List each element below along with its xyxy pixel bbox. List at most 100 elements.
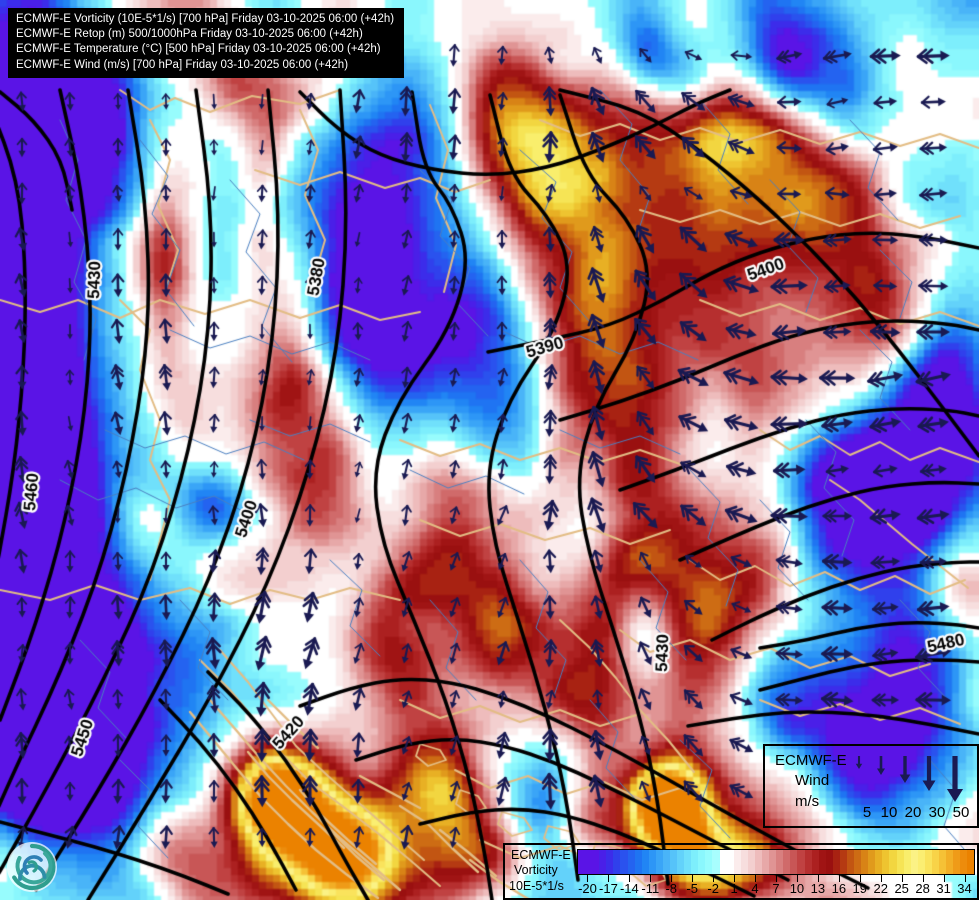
vorticity-swatch (684, 850, 692, 874)
vorticity-swatch (953, 850, 961, 874)
vorticity-swatch (599, 850, 607, 874)
vorticity-tick-label: 13 (810, 881, 826, 896)
vorticity-swatch (946, 850, 954, 874)
wind-legend-arrow-5 (855, 756, 863, 769)
vorticity-swatch (613, 850, 621, 874)
vorticity-tick-label: 19 (852, 881, 868, 896)
vorticity-tick-label: -20 (578, 881, 597, 896)
vorticity-swatch (754, 850, 763, 874)
vorticity-swatch (797, 850, 805, 874)
vorticity-tick (901, 875, 903, 882)
wind-legend-model: ECMWF-E (775, 752, 847, 769)
vorticity-swatch (924, 850, 932, 874)
vorticity-swatch (868, 850, 876, 874)
vorticity-tick-label: 22 (873, 881, 888, 896)
vorticity-tick (671, 875, 673, 882)
vorticity-tick (713, 875, 715, 882)
vorticity-swatch (804, 850, 812, 874)
vorticity-tick (587, 875, 589, 882)
vorticity-tick (650, 875, 652, 882)
vorticity-swatch (783, 850, 791, 874)
vorticity-swatch (740, 850, 748, 874)
vorticity-swatch (670, 850, 678, 874)
vorticity-tick (796, 875, 798, 882)
vorticity-swatch (691, 850, 699, 874)
cyclone-spiral-logo-icon (7, 842, 57, 892)
vorticity-swatch (606, 850, 614, 874)
vorticity-swatch (733, 850, 741, 874)
vorticity-swatch (889, 850, 897, 874)
wind-legend-arrow-50 (946, 756, 964, 802)
vorticity-swatch (832, 850, 840, 874)
vorticity-swatch (875, 850, 883, 874)
vorticity-tick-label: -14 (619, 881, 639, 896)
map-title-block: ECMWF-E Vorticity (10E-5*1/s) [700 hPa] … (8, 8, 405, 78)
vorticity-tick (734, 875, 736, 882)
vorticity-tick (838, 875, 840, 882)
vorticity-swatch (960, 850, 968, 874)
title-line-wind: ECMWF-E Wind (m/s) [700 hPa] Friday 03-1… (16, 58, 349, 71)
vorticity-tick (943, 875, 945, 882)
title-line-temperature: ECMWF-E Temperature (°C) [500 hPa] Frida… (16, 43, 381, 56)
wind-legend-arrows (855, 756, 964, 802)
wind-legend-speed-5: 5 (862, 804, 872, 821)
wind-legend-field: Wind (795, 772, 830, 789)
wind-legend-speed-10: 10 (880, 804, 898, 821)
vorticity-swatch (769, 850, 777, 874)
vorticity-swatch (585, 850, 593, 874)
vorticity-swatch (592, 850, 600, 874)
vorticity-swatch (825, 850, 833, 874)
vorticity-tick-label: -5 (686, 881, 698, 896)
vorticity-swatch (818, 850, 826, 874)
vorticity-tick (692, 875, 694, 882)
wind-legend-units: m/s (795, 793, 820, 810)
vorticity-legend-field: Vorticity (514, 863, 558, 877)
vorticity-swatch (719, 850, 727, 874)
vorticity-swatch (846, 850, 855, 874)
title-line-retop: ECMWF-E Retop (m) 500/1000hPa Friday 03-… (16, 28, 363, 41)
vorticity-swatch (578, 850, 586, 874)
vorticity-colorbar (577, 849, 975, 875)
vorticity-tick-label: 31 (936, 881, 951, 896)
vorticity-swatch (811, 850, 819, 874)
vorticity-tick-label: 16 (831, 881, 847, 896)
vorticity-tick-label: 4 (751, 881, 759, 896)
vorticity-tick (922, 875, 924, 882)
vorticity-tick (629, 875, 631, 882)
vorticity-swatch (896, 850, 904, 874)
vorticity-swatch (967, 850, 975, 874)
vorticity-swatch (861, 850, 869, 874)
vorticity-swatch (747, 850, 755, 874)
vorticity-swatch (634, 850, 642, 874)
vorticity-swatch (712, 850, 720, 874)
vorticity-tick-label: -11 (641, 881, 660, 896)
vorticity-swatch (698, 850, 706, 874)
vorticity-tick-label: 7 (772, 881, 780, 896)
vorticity-swatch (705, 850, 713, 874)
vorticity-swatch (762, 850, 770, 874)
vorticity-swatch (648, 850, 656, 874)
wind-legend-speed-labels: 5 10 20 30 50 (857, 804, 973, 821)
vorticity-tick-label: 10 (789, 881, 805, 896)
vorticity-swatch (917, 850, 925, 874)
vorticity-tick-label: -8 (665, 881, 678, 896)
vorticity-swatch (790, 850, 798, 874)
vorticity-legend-units: 10E-5*1/s (509, 879, 564, 893)
vorticity-swatch (662, 850, 671, 874)
vorticity-tick-label: 34 (957, 881, 972, 896)
vorticity-tick (755, 875, 757, 882)
vorticity-legend-box: ECMWF-E Vorticity 10E-5*1/s -20 -17 -14 -11… (503, 843, 979, 900)
vorticity-swatch (655, 850, 663, 874)
vorticity-swatch (641, 850, 649, 874)
vorticity-swatch (931, 850, 939, 874)
vorticity-tick (608, 875, 610, 882)
vorticity-swatch (903, 850, 911, 874)
vorticity-tick (964, 875, 966, 882)
vorticity-swatch (620, 850, 628, 874)
vorticity-colorbar-ticks (577, 875, 975, 882)
vorticity-tick-label: 1 (730, 881, 738, 896)
title-line-vorticity: ECMWF-E Vorticity (10E-5*1/s) [700 hPa] … (16, 13, 395, 25)
wind-legend-arrow-10 (876, 756, 886, 775)
